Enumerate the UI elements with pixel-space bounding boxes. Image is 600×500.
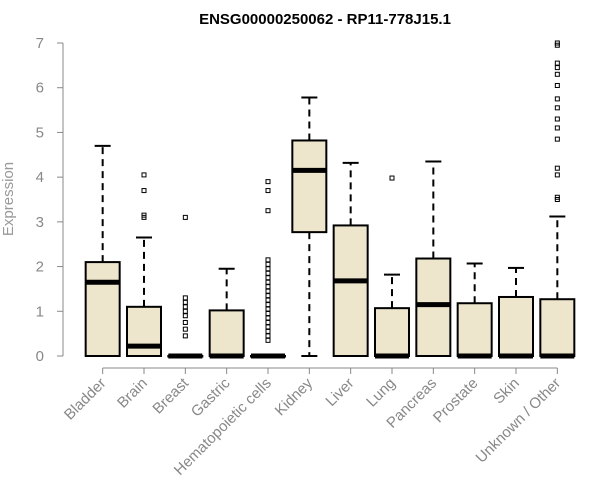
- outlier-point: [265, 324, 271, 330]
- outlier-point: [265, 315, 271, 321]
- outlier-point: [554, 96, 560, 102]
- y-tick-label: 1: [36, 303, 44, 320]
- x-tick-label: Bladder: [61, 375, 110, 424]
- outlier-point: [554, 194, 560, 200]
- x-tick-label: Breast: [149, 374, 192, 417]
- y-tick-label: 6: [36, 80, 44, 97]
- outlier-point: [265, 319, 271, 325]
- boxes-group: [84, 40, 576, 359]
- x-tick-label: Liver: [322, 375, 357, 410]
- box-hematopoietic-cells: [250, 179, 286, 359]
- box-lung: [374, 175, 410, 359]
- y-tick-label: 7: [36, 35, 44, 52]
- outlier-point: [389, 175, 395, 181]
- x-tick-label: Kidney: [272, 374, 317, 419]
- outlier-point: [182, 214, 188, 220]
- x-tick-label: Prostate: [430, 375, 482, 427]
- box-prostate: [456, 262, 493, 359]
- box-iqr: [84, 261, 121, 358]
- y-tick-label: 0: [36, 348, 44, 365]
- outlier-point: [265, 293, 271, 299]
- y-tick-label: 3: [36, 214, 44, 231]
- box-gastric: [208, 267, 245, 359]
- outlier-point: [265, 288, 271, 294]
- outlier-point: [265, 188, 271, 194]
- outlier-point: [265, 311, 271, 317]
- outlier-point: [182, 299, 188, 305]
- outlier-point: [265, 279, 271, 285]
- outlier-point: [554, 71, 560, 77]
- outlier-point: [554, 65, 560, 71]
- box-breast: [167, 214, 204, 359]
- outlier-point: [265, 275, 271, 281]
- outlier-point: [182, 304, 188, 310]
- outlier-point: [265, 302, 271, 308]
- outlier-point: [554, 40, 560, 46]
- y-axis-label: Expression: [0, 162, 17, 236]
- x-tick-label: Brain: [114, 375, 151, 412]
- y-tick-label: 4: [36, 169, 44, 186]
- outlier-point: [265, 284, 271, 290]
- outlier-point: [265, 306, 271, 312]
- y-axis: 0 1 2 3 4 5 6 7: [36, 35, 64, 365]
- box-iqr: [291, 139, 328, 234]
- chart-title: ENSG00000250062 - RP11-778J15.1: [199, 11, 451, 28]
- box-kidney: [291, 96, 328, 357]
- box-iqr: [539, 298, 576, 358]
- outlier-point: [554, 172, 560, 178]
- box-brain: [126, 172, 162, 358]
- x-tick-label: Lung: [363, 375, 399, 411]
- y-tick-label: 2: [36, 259, 44, 276]
- box-iqr: [374, 307, 410, 357]
- outlier-point: [265, 333, 271, 339]
- outlier-point: [265, 328, 271, 334]
- outlier-point: [265, 270, 271, 276]
- outlier-point: [182, 295, 188, 301]
- outlier-point: [141, 188, 147, 194]
- outlier-point: [554, 125, 560, 131]
- box-pancreas: [415, 160, 452, 357]
- outlier-point: [182, 308, 188, 314]
- box-iqr: [332, 224, 369, 357]
- box-iqr: [415, 257, 452, 357]
- outlier-point: [141, 172, 147, 178]
- outlier-point: [554, 116, 560, 122]
- outlier-point: [554, 136, 560, 142]
- box-bladder: [84, 144, 121, 358]
- outlier-point: [182, 319, 188, 325]
- outlier-point: [265, 266, 271, 272]
- box-iqr: [456, 302, 493, 358]
- outlier-point: [265, 257, 271, 263]
- outlier-point: [141, 212, 147, 218]
- outlier-point: [265, 179, 271, 185]
- outlier-point: [265, 208, 271, 214]
- outlier-point: [554, 82, 560, 88]
- outlier-point: [182, 333, 188, 339]
- outlier-point: [554, 60, 560, 66]
- box-iqr: [208, 309, 245, 357]
- outlier-point: [265, 297, 271, 303]
- y-tick-label: 5: [36, 124, 44, 141]
- outlier-point: [182, 313, 188, 319]
- x-tick-label: Skin: [490, 375, 523, 408]
- box-iqr: [498, 295, 534, 357]
- outlier-point: [265, 337, 271, 343]
- outlier-point: [554, 165, 560, 171]
- box-unknown-other: [539, 40, 576, 359]
- box-skin: [498, 266, 534, 359]
- box-liver: [332, 161, 369, 357]
- outlier-point: [182, 326, 188, 332]
- outlier-point: [265, 261, 271, 267]
- outlier-point: [554, 105, 560, 111]
